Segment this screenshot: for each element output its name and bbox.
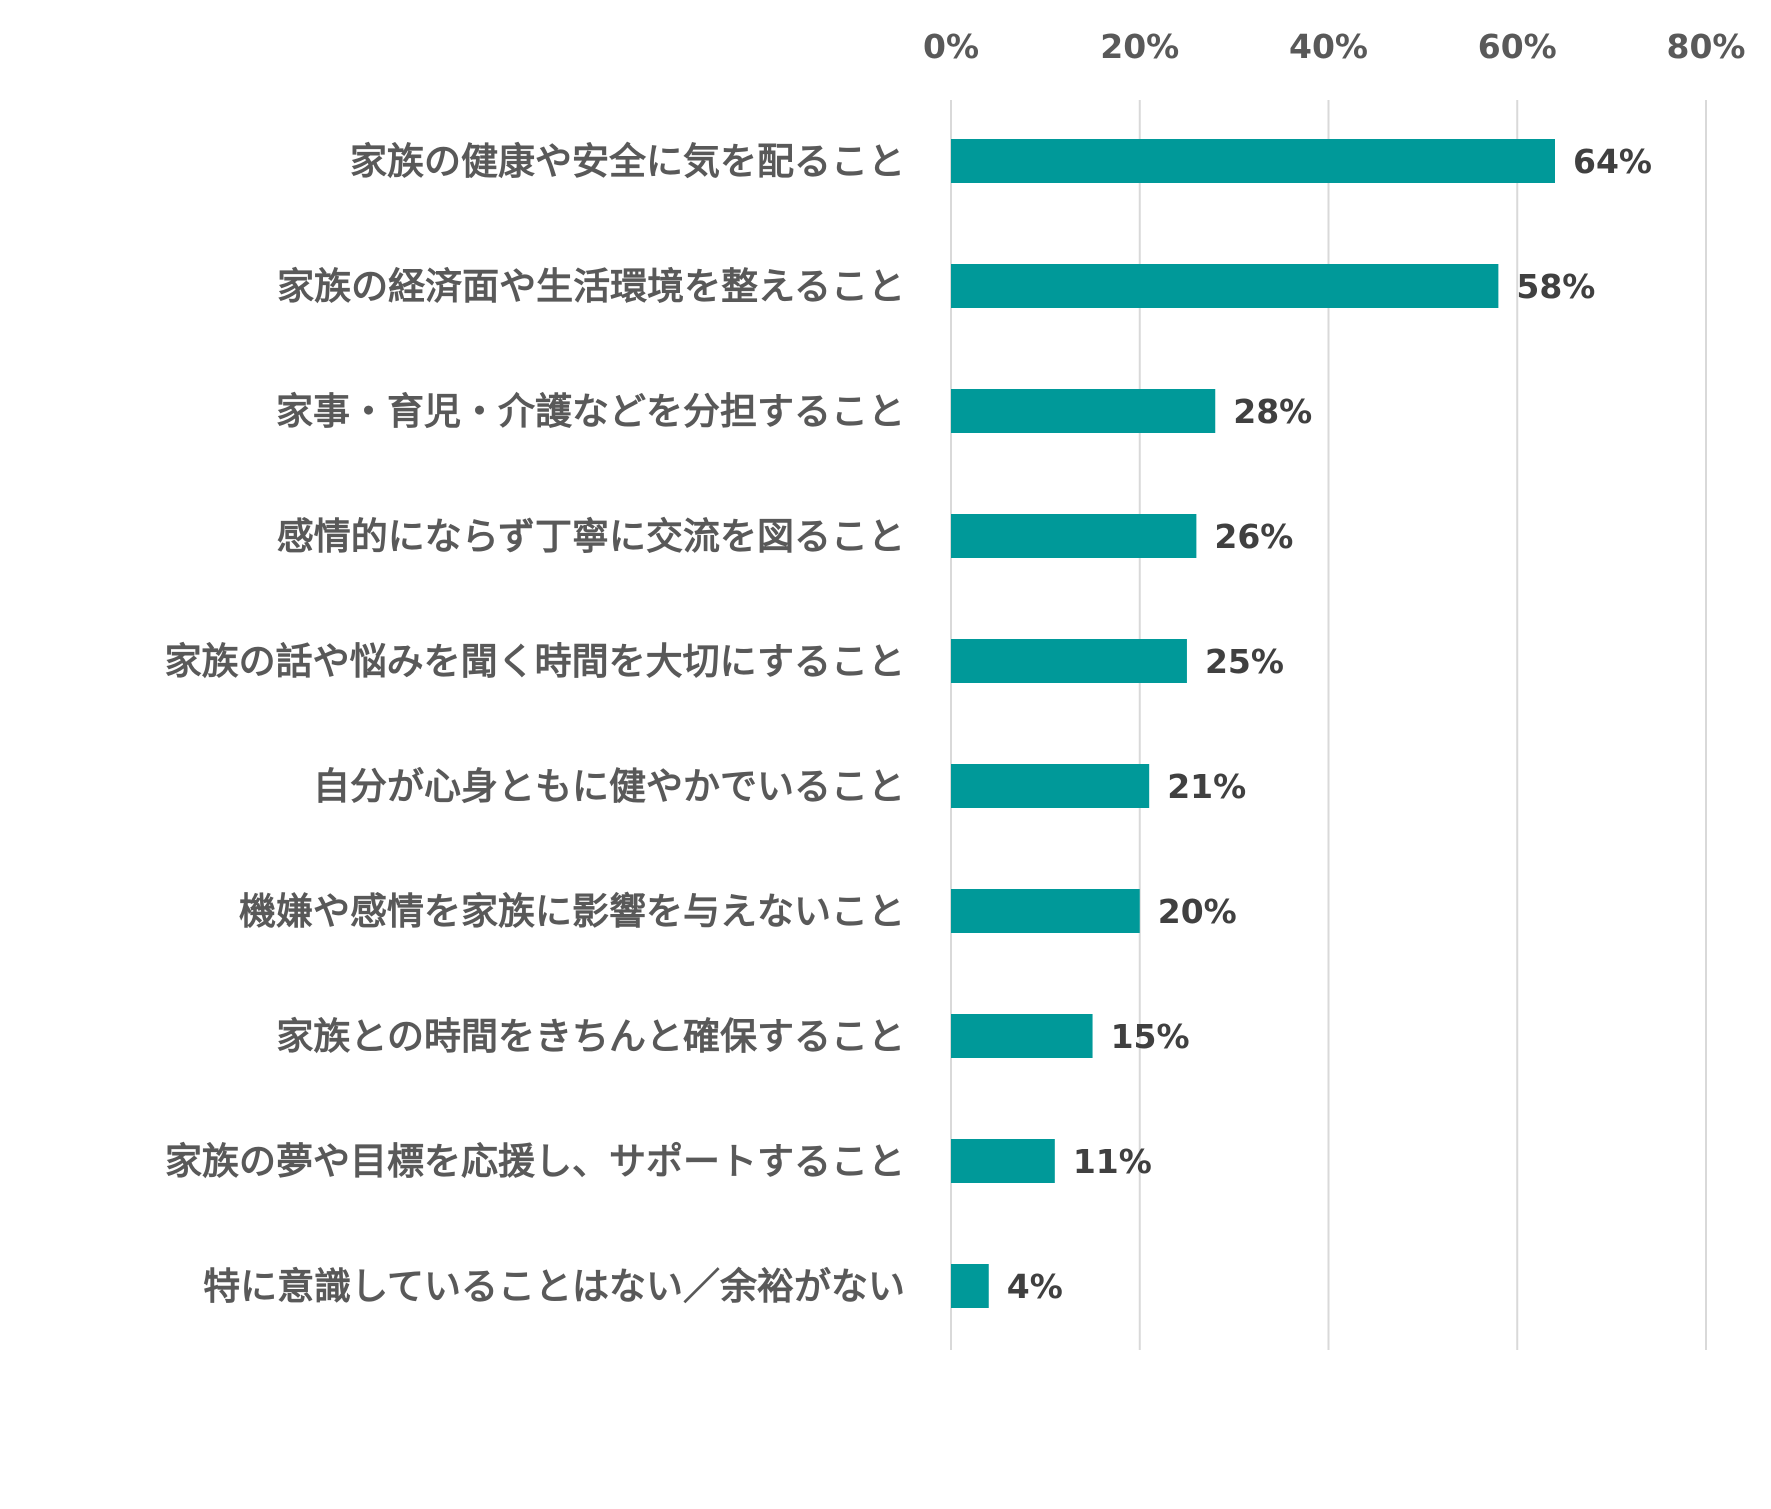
category-label: 家族の健康や安全に気を配ること xyxy=(350,140,905,183)
category-labels: 家族の健康や安全に気を配ること家族の経済面や生活環境を整えること家事・育児・介護… xyxy=(165,140,905,1308)
bars xyxy=(951,139,1555,1308)
data-label: 20% xyxy=(1158,892,1237,931)
bar xyxy=(951,514,1197,558)
category-label: 機嫌や感情を家族に影響を与えないこと xyxy=(239,890,905,933)
x-tick-label: 60% xyxy=(1478,27,1557,66)
x-tick-label: 20% xyxy=(1100,27,1179,66)
category-label: 感情的にならず丁寧に交流を図ること xyxy=(277,515,905,558)
bar xyxy=(951,139,1555,183)
bar xyxy=(951,1264,989,1308)
category-label: 家族の話や悩みを聞く時間を大切にすること xyxy=(165,640,905,683)
category-label: 家事・育児・介護などを分担すること xyxy=(276,390,905,433)
data-label: 4% xyxy=(1007,1267,1063,1306)
bar xyxy=(951,1014,1093,1058)
data-label: 11% xyxy=(1073,1142,1152,1181)
bar xyxy=(951,389,1216,433)
bar xyxy=(951,264,1499,308)
bar xyxy=(951,1139,1055,1183)
data-labels: 64% 58% 28% 26% 25% 21% 20% 15% 11% 4% xyxy=(1007,142,1652,1306)
x-axis-tick-labels: 0% 20% 40% 60% 80% xyxy=(923,27,1746,66)
bar xyxy=(951,764,1150,808)
x-tick-label: 80% xyxy=(1667,27,1746,66)
category-label: 特に意識していることはない／余裕がない xyxy=(203,1265,905,1308)
bar xyxy=(951,639,1187,683)
data-label: 21% xyxy=(1167,767,1246,806)
data-label: 28% xyxy=(1233,392,1312,431)
data-label: 26% xyxy=(1214,517,1293,556)
category-label: 自分が心身ともに健やかでいること xyxy=(313,765,905,808)
data-label: 15% xyxy=(1111,1017,1190,1056)
x-tick-label: 40% xyxy=(1289,27,1368,66)
category-label: 家族との時間をきちんと確保すること xyxy=(276,1015,905,1058)
x-tick-label: 0% xyxy=(923,27,979,66)
data-label: 64% xyxy=(1573,142,1652,181)
category-label: 家族の経済面や生活環境を整えること xyxy=(277,265,905,308)
data-label: 25% xyxy=(1205,642,1284,681)
bar xyxy=(951,889,1140,933)
category-label: 家族の夢や目標を応援し、サポートすること xyxy=(165,1140,905,1183)
data-label: 58% xyxy=(1516,267,1595,306)
